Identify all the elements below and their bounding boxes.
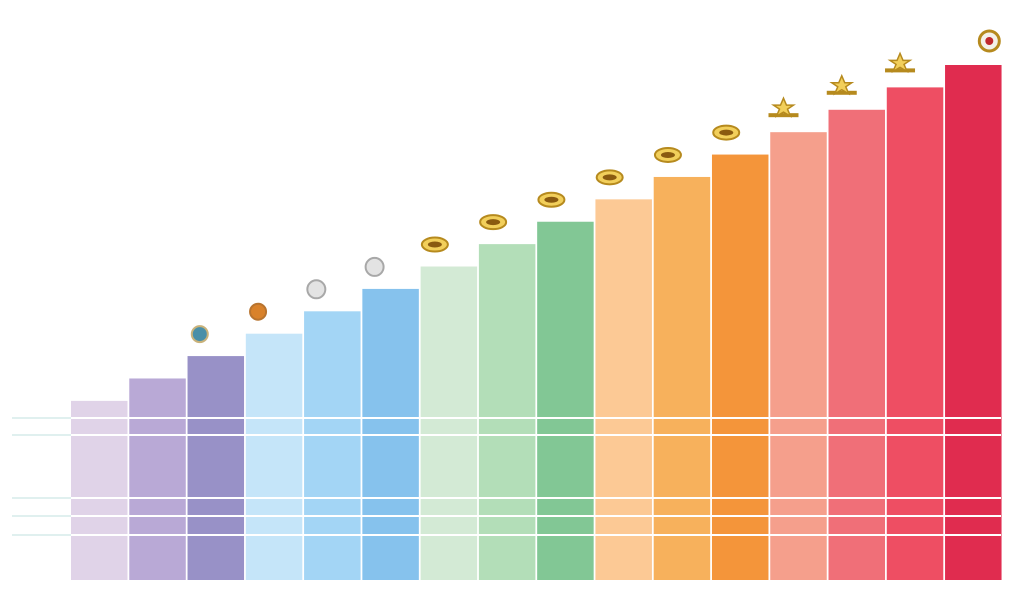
- medal-icon: [885, 51, 916, 74]
- overlay-lines: [71, 417, 1001, 536]
- medal-base: [826, 90, 857, 95]
- bar: [420, 266, 478, 580]
- medal: [249, 302, 268, 321]
- medal-center: [985, 37, 994, 45]
- medal-base: [885, 68, 916, 73]
- bar: [711, 154, 769, 580]
- bars: [71, 65, 1002, 581]
- medal: [306, 279, 327, 300]
- medal-center: [602, 174, 617, 181]
- medal-icon: [190, 325, 209, 344]
- bar: [886, 87, 944, 581]
- medal-icon: [537, 191, 566, 208]
- medal-icons: [190, 29, 1001, 344]
- bar: [653, 176, 711, 580]
- medal: [771, 96, 796, 118]
- bar: [71, 400, 128, 580]
- bar: [478, 244, 536, 580]
- medal: [364, 256, 385, 277]
- medal-icon: [420, 236, 449, 253]
- bar: [245, 333, 303, 580]
- medal-center: [660, 151, 675, 158]
- medal-center: [427, 241, 442, 248]
- bar: [595, 199, 652, 580]
- medal-center: [719, 129, 734, 136]
- medal-icon: [768, 96, 799, 118]
- medal: [190, 325, 209, 344]
- bar: [828, 109, 886, 581]
- bar: [304, 311, 361, 580]
- bar: [945, 65, 1002, 580]
- medal-center: [544, 196, 559, 203]
- medal-icon: [712, 124, 741, 141]
- bar: [129, 378, 186, 580]
- bar: [187, 356, 245, 580]
- medal-icon: [306, 279, 327, 300]
- medal: [829, 73, 855, 96]
- medal: [887, 51, 913, 74]
- medal-icon: [595, 169, 624, 186]
- medal-icon: [653, 146, 682, 163]
- medal-icon: [364, 256, 385, 277]
- medal-base: [768, 113, 799, 118]
- medal-center: [486, 219, 501, 226]
- bar: [770, 132, 827, 580]
- medal-icon: [977, 29, 1001, 53]
- medal-icon: [479, 214, 508, 231]
- medal-icon: [249, 302, 268, 321]
- medal-icon: [826, 73, 857, 96]
- bar: [537, 221, 594, 580]
